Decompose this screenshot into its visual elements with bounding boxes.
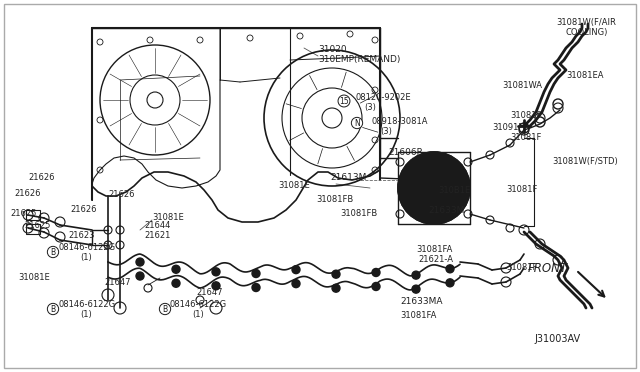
Circle shape (412, 285, 420, 293)
Circle shape (212, 268, 220, 276)
Text: 21613M: 21613M (330, 173, 366, 182)
Text: (3): (3) (380, 127, 392, 136)
Text: 21623: 21623 (68, 231, 95, 240)
Text: (1): (1) (80, 310, 92, 319)
Text: 08146-6122G: 08146-6122G (170, 300, 227, 309)
Text: 21633M: 21633M (428, 206, 465, 215)
Text: 31081E: 31081E (18, 273, 50, 282)
Text: 31091F: 31091F (492, 123, 524, 132)
Text: 31081W(F/STD): 31081W(F/STD) (552, 157, 618, 166)
Circle shape (332, 270, 340, 278)
Text: B: B (51, 305, 56, 314)
Text: FRONT: FRONT (528, 262, 568, 275)
Text: N: N (354, 119, 360, 128)
Circle shape (372, 269, 380, 276)
Circle shape (372, 282, 380, 291)
Circle shape (136, 272, 144, 280)
Text: 31081FA: 31081FA (416, 245, 452, 254)
Text: 31081FA: 31081FA (400, 311, 436, 320)
Circle shape (332, 284, 340, 292)
Text: 31081E: 31081E (278, 181, 310, 190)
Text: 15: 15 (339, 96, 349, 106)
Text: J31003AV: J31003AV (534, 334, 580, 344)
Text: 31081F: 31081F (506, 185, 538, 194)
Text: 31081F: 31081F (510, 133, 541, 142)
Text: 31081E: 31081E (152, 213, 184, 222)
Circle shape (252, 283, 260, 292)
Text: (1): (1) (192, 310, 204, 319)
Text: COOLING): COOLING) (566, 28, 609, 37)
Text: 310EMP(REMAND): 310EMP(REMAND) (318, 55, 401, 64)
Circle shape (446, 279, 454, 287)
Text: (1): (1) (80, 253, 92, 262)
Circle shape (172, 279, 180, 287)
Text: 31081EA: 31081EA (566, 71, 604, 80)
Text: 31081FB: 31081FB (316, 195, 353, 204)
Text: 08146-6122G: 08146-6122G (58, 243, 115, 252)
Text: B: B (163, 305, 168, 314)
Text: 21647: 21647 (196, 288, 223, 297)
Text: 08918-3081A: 08918-3081A (372, 117, 429, 126)
Text: 31081F: 31081F (510, 111, 541, 120)
Circle shape (292, 280, 300, 288)
Circle shape (446, 265, 454, 273)
Text: 21644: 21644 (144, 221, 170, 230)
Text: 31081FB: 31081FB (340, 209, 377, 218)
Circle shape (412, 271, 420, 279)
Text: 21625: 21625 (10, 209, 36, 218)
Text: 21626: 21626 (70, 205, 97, 214)
Text: 21621: 21621 (144, 231, 170, 240)
Bar (26, 224, 40, 234)
Text: 21626: 21626 (28, 173, 54, 182)
Text: (3): (3) (364, 103, 376, 112)
Text: 21626: 21626 (14, 189, 40, 198)
Text: 310B1E: 310B1E (438, 186, 470, 195)
Circle shape (292, 266, 300, 274)
Text: 08146-6122G: 08146-6122G (58, 300, 115, 309)
Text: 31081F: 31081F (506, 263, 538, 272)
Text: 21633MA: 21633MA (400, 297, 442, 306)
Text: 21606R: 21606R (388, 148, 423, 157)
Text: 21647: 21647 (104, 278, 131, 287)
Bar (26, 210, 40, 220)
Circle shape (212, 282, 220, 290)
Text: 31020: 31020 (318, 45, 347, 54)
Text: 21625: 21625 (24, 221, 51, 230)
Circle shape (252, 269, 260, 278)
Circle shape (136, 258, 144, 266)
Text: 21626: 21626 (108, 190, 134, 199)
Circle shape (398, 152, 470, 224)
Text: 31081W(F/AIR: 31081W(F/AIR (556, 18, 616, 27)
Circle shape (172, 265, 180, 273)
Text: 21621-A: 21621-A (418, 255, 453, 264)
Text: B: B (51, 247, 56, 257)
Text: 08120-9202E: 08120-9202E (356, 93, 412, 102)
Text: 31081WA: 31081WA (502, 81, 542, 90)
